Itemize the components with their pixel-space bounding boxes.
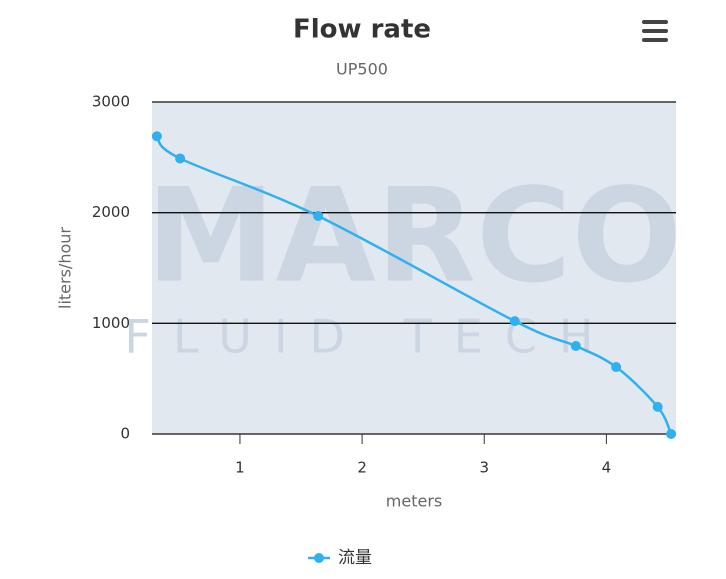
x-tick-label: 1 xyxy=(235,459,245,477)
menu-button[interactable] xyxy=(642,20,668,42)
data-point xyxy=(509,316,520,327)
x-axis-label: meters xyxy=(386,492,442,511)
x-tick-label: 2 xyxy=(357,459,367,477)
x-tick-label: 3 xyxy=(479,459,489,477)
data-point xyxy=(570,341,581,352)
watermark: FLUID TECH xyxy=(125,310,616,364)
y-tick-label: 3000 xyxy=(92,93,130,111)
y-axis-label: liters/hour xyxy=(56,227,75,309)
y-tick-label: 2000 xyxy=(92,203,130,221)
data-point xyxy=(151,131,162,142)
menu-bar xyxy=(642,38,668,42)
x-tick-label: 4 xyxy=(602,459,612,477)
y-tick-label: 0 xyxy=(120,425,130,443)
data-point xyxy=(313,210,324,221)
chart-title: Flow rate xyxy=(293,15,431,45)
menu-bar xyxy=(642,20,668,24)
data-point xyxy=(175,153,186,164)
data-point xyxy=(611,362,622,373)
data-point xyxy=(652,401,663,412)
legend-marker xyxy=(314,553,324,563)
menu-bar xyxy=(642,29,668,33)
y-tick-label: 1000 xyxy=(92,314,130,332)
data-point xyxy=(666,429,677,439)
legend-label: 流量 xyxy=(338,548,372,568)
watermark: MARCO xyxy=(146,160,682,312)
chart-subtitle: UP500 xyxy=(336,60,388,79)
